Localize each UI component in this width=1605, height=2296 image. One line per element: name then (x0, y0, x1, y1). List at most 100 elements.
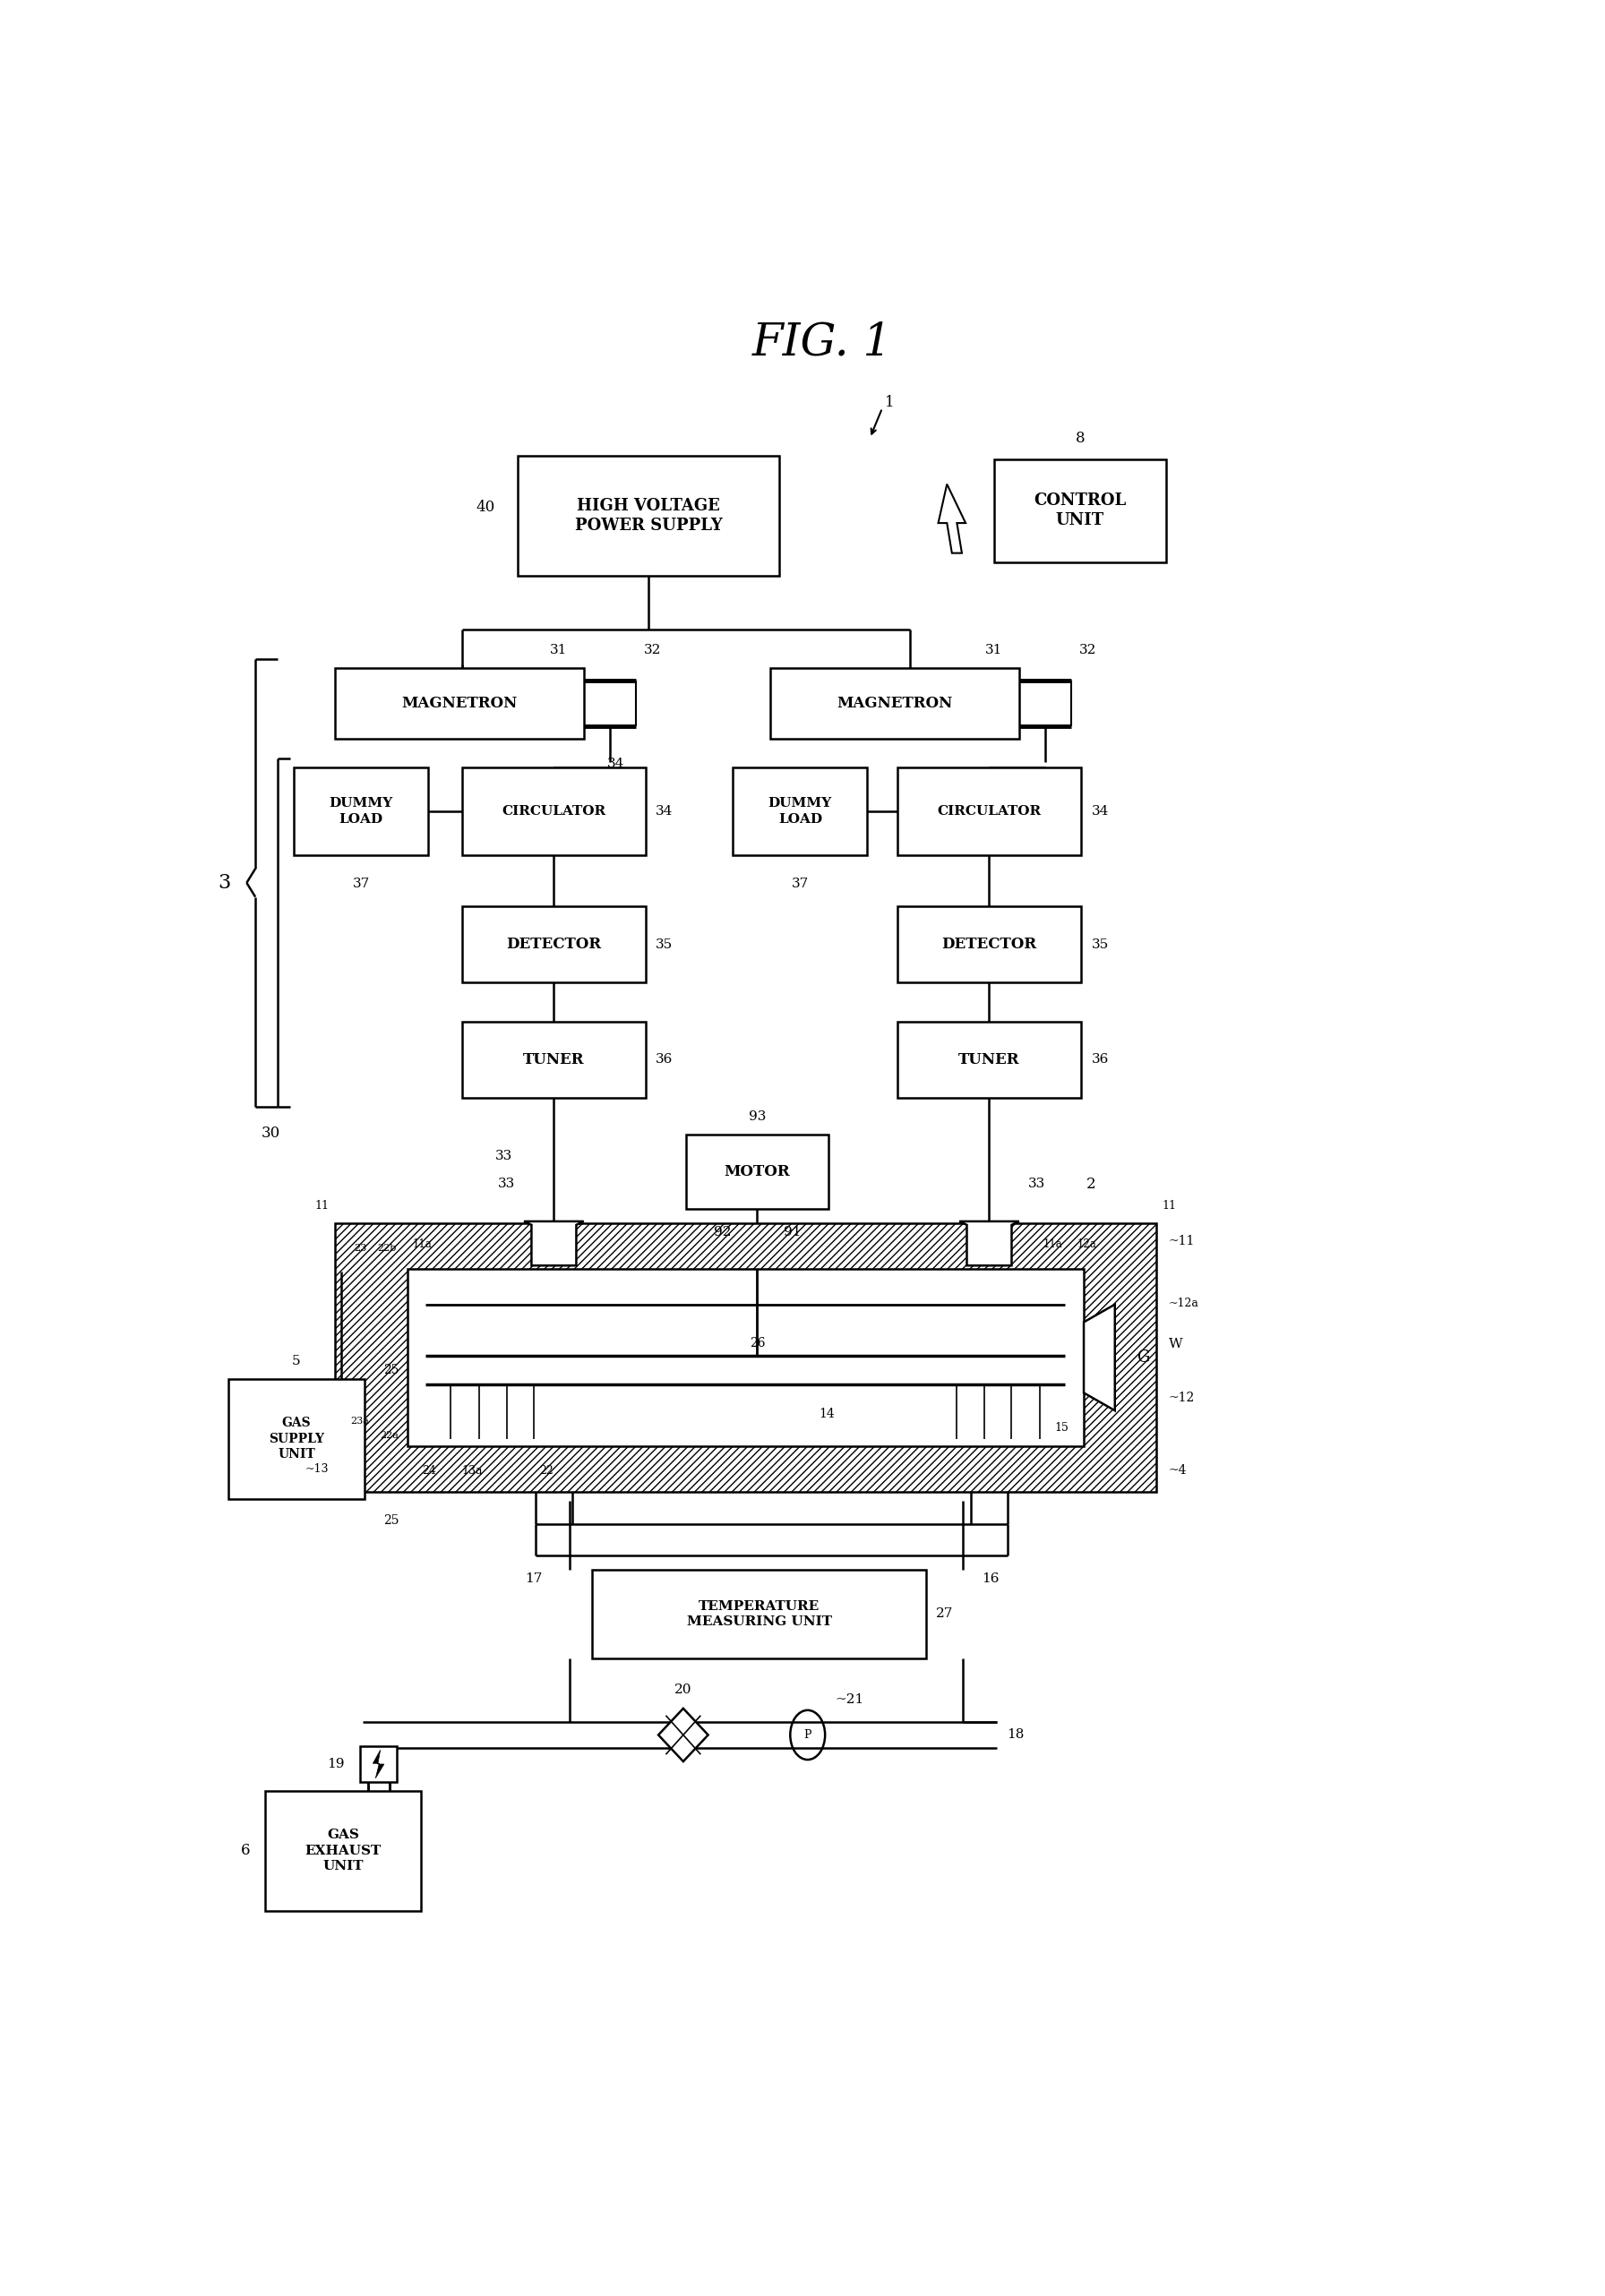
Text: 14: 14 (819, 1407, 835, 1421)
Text: 11: 11 (1162, 1199, 1176, 1212)
Text: 35: 35 (1091, 939, 1109, 951)
Text: 15: 15 (1054, 1424, 1069, 1435)
Text: 25: 25 (384, 1364, 400, 1375)
Text: 20: 20 (674, 1683, 692, 1697)
Bar (462, 767, 645, 856)
Text: 3: 3 (218, 872, 231, 893)
Text: ~21: ~21 (835, 1694, 863, 1706)
Text: 37: 37 (353, 877, 369, 891)
Text: 30: 30 (262, 1125, 281, 1141)
Text: MAGNETRON: MAGNETRON (836, 696, 953, 712)
Text: TUNER: TUNER (958, 1052, 1019, 1068)
Text: 93: 93 (748, 1111, 766, 1123)
Text: 27: 27 (936, 1607, 953, 1621)
Bar (462, 907, 645, 983)
Text: CIRCULATOR: CIRCULATOR (502, 806, 607, 817)
Bar (897, 767, 1082, 856)
Text: DUMMY
LOAD: DUMMY LOAD (329, 797, 393, 824)
Text: 35: 35 (656, 939, 672, 951)
Text: DUMMY
LOAD: DUMMY LOAD (769, 797, 831, 824)
Text: ~13: ~13 (305, 1463, 329, 1474)
Text: 34: 34 (656, 806, 672, 817)
Bar (265, 1791, 421, 1910)
Bar (335, 1224, 1156, 1492)
Text: 92: 92 (714, 1226, 732, 1238)
Text: 17: 17 (525, 1573, 542, 1584)
Bar (770, 668, 1019, 739)
Text: 22a: 22a (380, 1430, 398, 1440)
Bar (294, 767, 429, 856)
Text: P: P (804, 1729, 812, 1740)
Text: 11a: 11a (1043, 1238, 1063, 1249)
Polygon shape (523, 1221, 584, 1265)
Text: TEMPERATURE
MEASURING UNIT: TEMPERATURE MEASURING UNIT (687, 1600, 831, 1628)
Text: 2: 2 (1087, 1176, 1096, 1192)
Text: 32: 32 (644, 645, 661, 657)
Text: ~12: ~12 (1168, 1391, 1194, 1405)
Text: 6: 6 (241, 1844, 250, 1857)
Text: 1: 1 (884, 395, 894, 411)
Text: CONTROL
UNIT: CONTROL UNIT (1034, 494, 1127, 528)
Text: 37: 37 (791, 877, 809, 891)
Polygon shape (960, 1221, 1019, 1265)
Text: ~12a: ~12a (1168, 1297, 1199, 1309)
Text: 34: 34 (607, 758, 624, 769)
Text: 33: 33 (498, 1178, 515, 1192)
Text: 32: 32 (1079, 645, 1096, 657)
Text: 23a: 23a (351, 1417, 369, 1426)
Polygon shape (658, 1708, 708, 1761)
Bar (462, 1022, 645, 1097)
Text: MAGNETRON: MAGNETRON (401, 696, 517, 712)
Text: MOTOR: MOTOR (724, 1164, 790, 1180)
Text: 23: 23 (353, 1244, 366, 1251)
Bar (897, 1022, 1082, 1097)
Text: GAS
SUPPLY
UNIT: GAS SUPPLY UNIT (268, 1417, 324, 1460)
Text: G: G (1136, 1350, 1149, 1366)
Text: 13a: 13a (461, 1465, 483, 1476)
Text: 31: 31 (985, 645, 1003, 657)
Text: 22b: 22b (377, 1244, 396, 1251)
Bar (733, 767, 867, 856)
Text: HIGH VOLTAGE
POWER SUPPLY: HIGH VOLTAGE POWER SUPPLY (575, 498, 722, 535)
Text: 33: 33 (496, 1150, 512, 1162)
Text: 18: 18 (1006, 1729, 1024, 1740)
Text: DETECTOR: DETECTOR (942, 937, 1037, 953)
Text: 24: 24 (422, 1465, 437, 1476)
Text: 8: 8 (1075, 432, 1085, 445)
Text: 11: 11 (315, 1199, 329, 1212)
Text: ~4: ~4 (1168, 1465, 1186, 1476)
Bar (993, 459, 1165, 563)
Bar (897, 907, 1082, 983)
Polygon shape (939, 484, 966, 553)
Bar (518, 457, 778, 576)
Text: DETECTOR: DETECTOR (506, 937, 602, 953)
Text: 22: 22 (539, 1465, 554, 1476)
Bar (685, 1134, 828, 1210)
Text: 34: 34 (1091, 806, 1109, 817)
Text: 91: 91 (783, 1226, 801, 1238)
Text: FIG. 1: FIG. 1 (753, 321, 892, 365)
Text: 25: 25 (384, 1513, 400, 1527)
Bar (592, 1570, 926, 1658)
Text: 16: 16 (982, 1573, 1000, 1584)
Text: 11a: 11a (412, 1238, 432, 1249)
Bar (228, 1378, 364, 1499)
Text: TUNER: TUNER (523, 1052, 584, 1068)
Text: 19: 19 (327, 1759, 345, 1770)
Text: 40: 40 (477, 501, 496, 514)
Text: ~11: ~11 (1168, 1235, 1194, 1247)
Bar (335, 668, 584, 739)
Text: 33: 33 (1027, 1178, 1045, 1192)
Text: 26: 26 (750, 1336, 766, 1350)
Text: 5: 5 (292, 1355, 300, 1368)
Text: GAS
EXHAUST
UNIT: GAS EXHAUST UNIT (305, 1830, 382, 1874)
Polygon shape (372, 1750, 384, 1777)
Text: CIRCULATOR: CIRCULATOR (937, 806, 1042, 817)
Polygon shape (1083, 1304, 1115, 1410)
Bar (335, 1224, 1156, 1492)
Bar (360, 1747, 396, 1782)
Text: 36: 36 (1091, 1054, 1109, 1065)
Bar (408, 1270, 1083, 1446)
Text: 31: 31 (551, 645, 568, 657)
Text: 36: 36 (656, 1054, 672, 1065)
